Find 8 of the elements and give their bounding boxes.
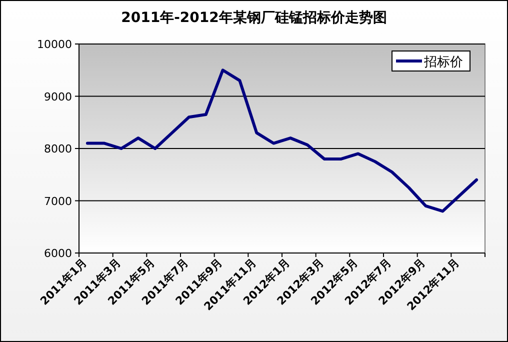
y-tick-label: 9000 <box>44 90 72 104</box>
y-tick-label: 10000 <box>37 38 72 51</box>
line-series <box>86 68 478 213</box>
y-tick-label: 8000 <box>44 142 72 156</box>
y-tick-label: 6000 <box>44 247 72 260</box>
legend-label: 招标价 <box>423 55 463 70</box>
y-tick-label: 7000 <box>44 194 72 208</box>
chart-title: 2011年-2012年某钢厂硅锰招标价走势图 <box>121 10 387 26</box>
